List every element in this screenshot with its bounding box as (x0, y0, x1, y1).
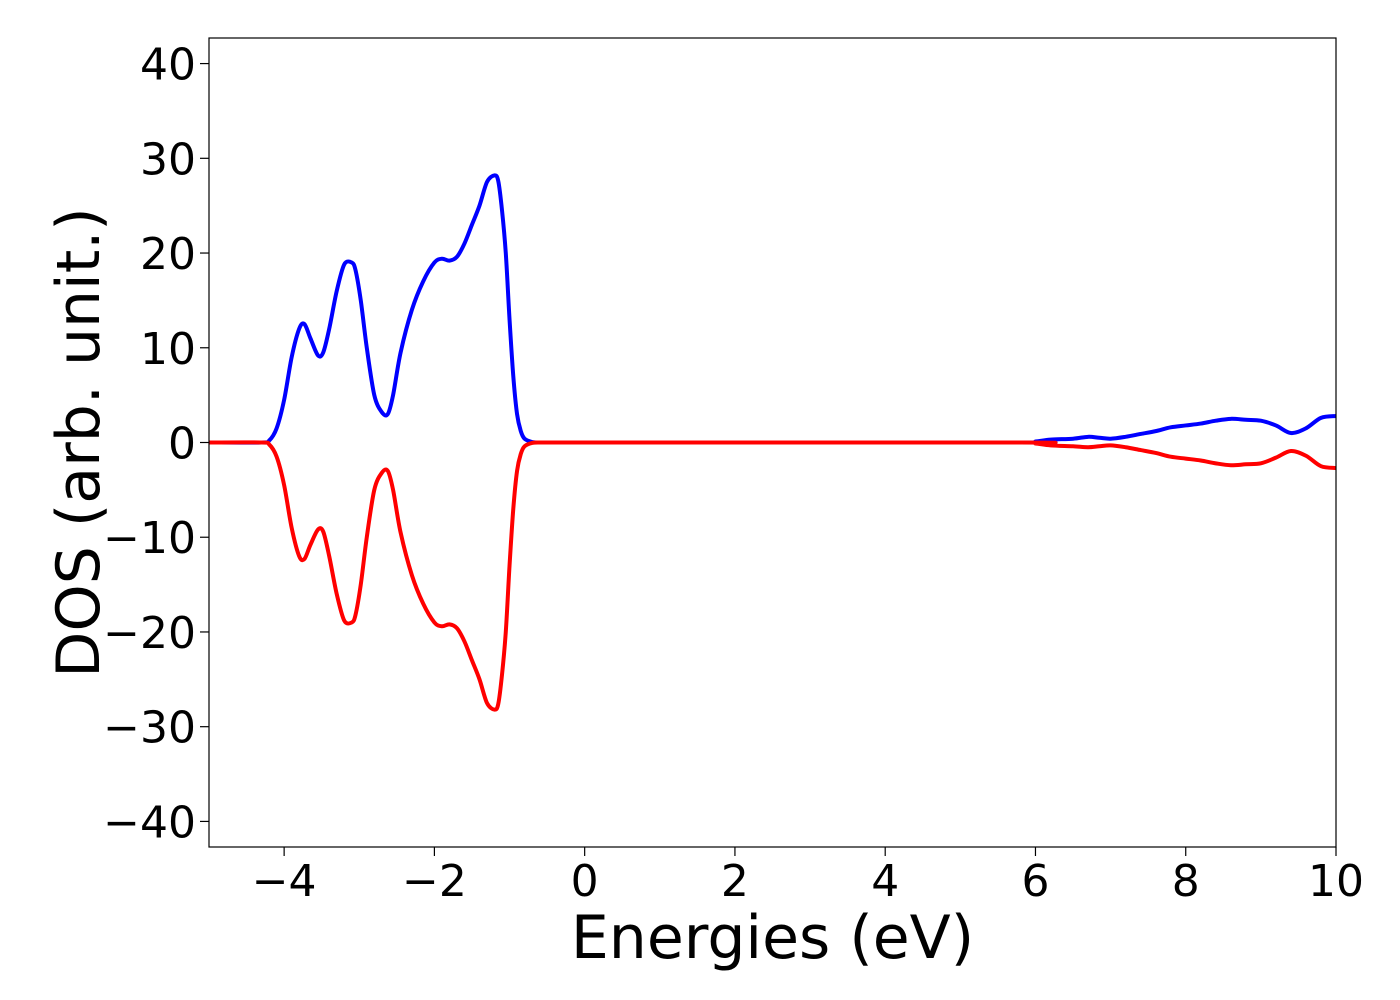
x-tick-label: 0 (571, 856, 599, 907)
x-axis: −4 −2 0 2 4 6 8 10 (252, 847, 1364, 907)
x-tick-label: 8 (1172, 856, 1200, 907)
y-tick-label: 20 (140, 229, 196, 280)
x-tick-label: 4 (871, 856, 899, 907)
y-tick-label: 0 (168, 419, 196, 470)
x-axis-label: Energies (eV) (571, 903, 974, 973)
x-tick-label: 6 (1021, 856, 1049, 907)
y-axis: 40 30 20 10 0 −10 −20 −30 −40 (103, 40, 209, 848)
series-group (209, 173, 1336, 712)
y-tick-label: −30 (103, 703, 196, 754)
x-tick-label: −4 (252, 856, 317, 907)
series-line-negative (209, 440, 1336, 712)
y-tick-label: −20 (103, 608, 196, 659)
y-tick-label: −10 (103, 513, 196, 564)
x-tick-label: 2 (721, 856, 749, 907)
y-tick-label: 10 (140, 324, 196, 375)
x-tick-label: 10 (1308, 856, 1364, 907)
y-tick-label: 40 (140, 40, 196, 91)
series-line-positive (209, 173, 1336, 445)
x-tick-label: −2 (402, 856, 467, 907)
y-axis-label: DOS (arb. unit.) (44, 207, 114, 677)
y-tick-label: 30 (140, 134, 196, 185)
y-tick-label: −40 (103, 797, 196, 848)
